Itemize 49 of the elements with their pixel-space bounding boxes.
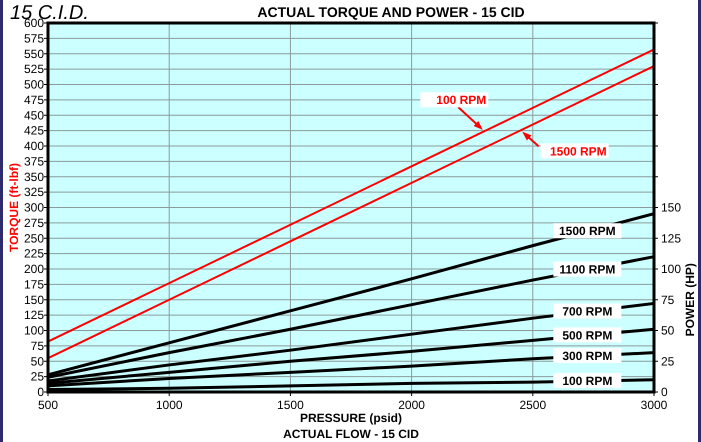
y2-axis-title: POWER (HP) [683, 263, 697, 336]
text: 1500 RPM [550, 144, 607, 158]
y-tick-label: 300 [24, 200, 44, 214]
y-tick-label: 525 [24, 62, 44, 76]
y-tick-label: 475 [24, 92, 44, 107]
y2-tick-label: 50 [661, 324, 675, 338]
series-label: 500 RPM [562, 328, 612, 342]
y-tick-label: 325 [24, 185, 44, 200]
y-tick-label: 150 [24, 292, 44, 307]
y-tick-label: 125 [24, 308, 44, 322]
y-tick-label: 575 [24, 31, 44, 46]
text: ACTUAL FLOW - 15 CID [283, 427, 420, 441]
series-label: 700 RPM [562, 304, 612, 319]
y2-tick-label: 75 [661, 292, 675, 307]
y2-tick-label: 0 [661, 385, 668, 399]
x-tick-label: 2500 [519, 398, 546, 412]
chart-title: ACTUAL TORQUE AND POWER - 15 CID [257, 4, 525, 20]
y-tick-label: 250 [24, 231, 44, 246]
series-label: 1500 RPM [558, 224, 616, 238]
y2-tick-label: 100 [661, 262, 682, 276]
y-tick-label: 200 [24, 262, 44, 276]
x-tick-label: 2000 [398, 398, 426, 412]
y-tick-label: 75 [30, 338, 44, 353]
x-tick-label: 3000 [640, 398, 668, 412]
y-tick-label: 50 [30, 354, 44, 368]
y-tick-label: 275 [24, 216, 44, 230]
y-tick-label: 25 [30, 370, 44, 384]
y-tick-label: 425 [24, 124, 44, 138]
y-tick-label: 225 [24, 246, 44, 261]
series-label: 1100 RPM [559, 262, 616, 277]
series-label: 300 RPM [562, 349, 612, 364]
x-tick-label: 1000 [156, 398, 183, 412]
y-tick-label: 0 [37, 385, 44, 399]
y2-tick-label: 150 [661, 200, 682, 214]
y-tick-label: 500 [24, 78, 44, 92]
y2-tick-label: 25 [661, 354, 675, 368]
y-tick-label: 375 [24, 154, 44, 168]
y-axis-title: TORQUE (ft-lbf) [7, 162, 21, 252]
y-tick-label: 350 [24, 170, 44, 184]
x-tick-label: 1500 [277, 398, 304, 412]
y-tick-label: 450 [24, 108, 44, 122]
x-axis-title: PRESSURE (psid) [300, 411, 402, 425]
series-label: 100 RPM [436, 93, 486, 108]
y-tick-label: 175 [24, 277, 44, 292]
y-tick-label: 400 [24, 139, 44, 153]
y-tick-label: 100 [24, 324, 44, 338]
y-tick-label: 550 [24, 46, 44, 61]
y2-tick-label: 125 [661, 231, 682, 246]
series-label: 100 RPM [562, 374, 612, 388]
